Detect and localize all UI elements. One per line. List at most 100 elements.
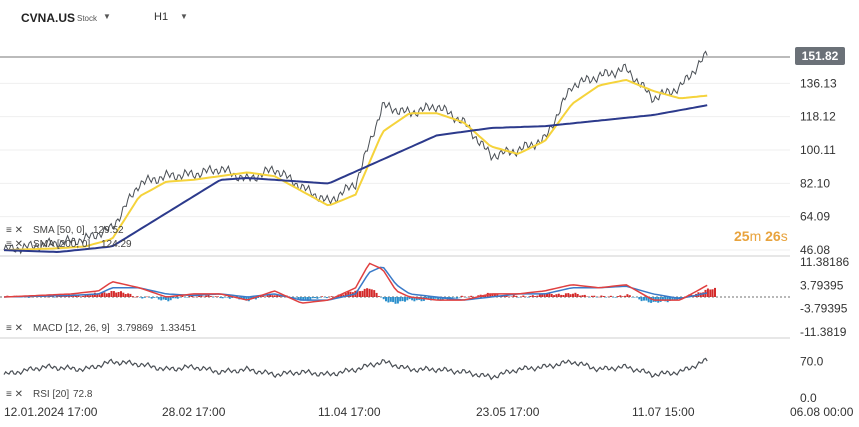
macd-legend[interactable]: ≡ ✕ MACD [12, 26, 9] 3.79869 1.33451 xyxy=(6,323,197,334)
macd-histogram-bar xyxy=(299,297,302,301)
macd-histogram-bar xyxy=(538,293,541,297)
legend-menu-icon[interactable]: ≡ ✕ xyxy=(6,225,23,236)
macd-histogram-bar xyxy=(146,296,148,298)
macd-histogram-bar xyxy=(212,297,215,298)
macd-histogram-bar xyxy=(557,293,560,297)
macd-histogram-bar xyxy=(340,294,343,297)
rsi-legend[interactable]: ≡ ✕ RSI [20] 72.8 xyxy=(6,389,93,400)
macd-histogram-bar xyxy=(82,295,85,297)
macd-histogram-bar xyxy=(269,294,272,297)
macd-histogram-bar xyxy=(569,294,572,297)
symbol-label[interactable]: CVNA.US xyxy=(21,11,76,25)
macd-histogram-bar xyxy=(359,291,361,297)
macd-histogram-bar xyxy=(183,297,186,298)
sma50-legend-value: 129.52 xyxy=(93,225,124,236)
timeframe-selector[interactable]: H1 xyxy=(154,11,169,23)
macd-histogram-bar xyxy=(131,296,134,297)
caret-down-icon[interactable]: ▼ xyxy=(103,12,111,21)
macd-histogram-bar xyxy=(527,297,529,298)
macd-histogram-bar xyxy=(564,293,567,297)
macd-histogram-bar xyxy=(240,297,243,299)
macd-histogram-bar xyxy=(325,297,328,299)
macd-histogram-bar xyxy=(550,293,553,297)
macd-histogram-bar xyxy=(231,297,234,298)
macd-histogram-bar xyxy=(63,296,66,297)
macd-histogram-bar xyxy=(278,294,281,297)
macd-histogram-bar xyxy=(101,292,103,297)
macd-histogram-bar xyxy=(295,297,298,298)
price-tick-label: 100.11 xyxy=(800,143,836,157)
macd-tick-label: 11.38186 xyxy=(800,255,849,269)
macd-histogram-bar xyxy=(276,294,279,297)
macd-histogram-bar xyxy=(467,296,470,297)
macd-histogram-bar xyxy=(432,297,435,300)
macd-histogram-bar xyxy=(306,297,309,301)
macd-histogram-bar xyxy=(176,297,179,299)
legend-menu-icon[interactable]: ≡ ✕ xyxy=(6,323,23,334)
macd-histogram-bar xyxy=(214,296,217,297)
macd-histogram-bar xyxy=(377,296,380,297)
sma50-legend[interactable]: ≡ ✕ SMA [50, 0] 129.52 xyxy=(6,225,124,236)
rsi-legend-value: 72.8 xyxy=(73,389,93,400)
rsi-tick-label: 0.0 xyxy=(800,391,817,405)
macd-histogram-bar xyxy=(103,292,106,297)
sma50-line xyxy=(3,78,708,252)
macd-histogram-bar xyxy=(709,289,712,297)
macd-histogram-bar xyxy=(328,296,331,298)
macd-tick-label: 3.79395 xyxy=(800,278,844,292)
macd-histogram-bar xyxy=(640,297,643,302)
macd-histogram-bar xyxy=(562,295,565,297)
macd-histogram-bar xyxy=(245,297,248,301)
macd-histogram-bar xyxy=(292,297,295,298)
macd-histogram-bar xyxy=(167,297,170,302)
sma200-legend[interactable]: ≡ ✕ SMA [200, 0] 124.29 xyxy=(6,239,132,250)
macd-histogram-bar xyxy=(408,297,411,300)
last-price-tag: 151.82 xyxy=(795,47,845,65)
macd-histogram-bar xyxy=(110,291,113,297)
macd-histogram-bar xyxy=(531,295,534,297)
macd-histogram-bar xyxy=(638,297,641,300)
macd-histogram-bar xyxy=(470,295,473,297)
macd-histogram-bar xyxy=(420,297,423,302)
time-tick-label: 23.05 17:00 xyxy=(476,405,540,419)
sma200-legend-value: 124.29 xyxy=(101,239,132,250)
macd-histogram-bar xyxy=(501,296,503,297)
macd-histogram-bar xyxy=(460,295,463,297)
macd-histogram-bar xyxy=(607,296,610,298)
macd-histogram-bar xyxy=(280,296,283,298)
macd-histogram-bar xyxy=(536,295,539,297)
legend-menu-icon[interactable]: ≡ ✕ xyxy=(6,239,23,250)
rsi-axis: 70.0 0.0 xyxy=(800,355,824,405)
legend-menu-icon[interactable]: ≡ ✕ xyxy=(6,389,23,400)
macd-histogram-bar xyxy=(344,293,347,297)
symbol-type-label: Stock xyxy=(77,14,98,23)
macd-histogram-bar xyxy=(605,297,608,298)
macd-histogram-bar xyxy=(635,297,638,298)
macd-histogram-bar xyxy=(590,295,593,297)
macd-histogram-bar xyxy=(120,291,122,297)
macd-histogram-bar xyxy=(560,294,563,297)
macd-histogram-bar xyxy=(195,296,198,298)
macd-histogram-bar xyxy=(548,292,551,297)
macd-histogram-bar xyxy=(711,289,714,297)
sma50-legend-name: SMA [50, 0] xyxy=(33,225,85,236)
macd-histogram-bar xyxy=(311,297,314,299)
macd-histogram-bar xyxy=(89,295,92,297)
macd-histogram-bar xyxy=(671,297,674,300)
timeframe-caret-down-icon[interactable]: ▼ xyxy=(180,12,188,21)
price-series-line xyxy=(3,50,708,255)
macd-histogram-bar xyxy=(375,292,378,297)
macd-histogram-bar xyxy=(593,295,596,297)
macd-histogram-bar xyxy=(254,297,257,300)
bar-countdown: 25m 26s xyxy=(734,228,788,244)
macd-histogram-bar xyxy=(297,297,300,300)
macd-histogram-bar xyxy=(510,296,513,297)
macd-histogram-bar xyxy=(181,296,184,297)
macd-histogram-bar xyxy=(160,297,163,301)
macd-histogram-bar xyxy=(226,297,229,298)
macd-legend-value-2: 1.33451 xyxy=(160,323,197,334)
price-axis: 136.13 118.12 100.11 82.10 64.09 46.08 xyxy=(800,76,837,257)
macd-histogram-bar xyxy=(553,295,556,297)
macd-histogram-bar xyxy=(588,297,591,298)
